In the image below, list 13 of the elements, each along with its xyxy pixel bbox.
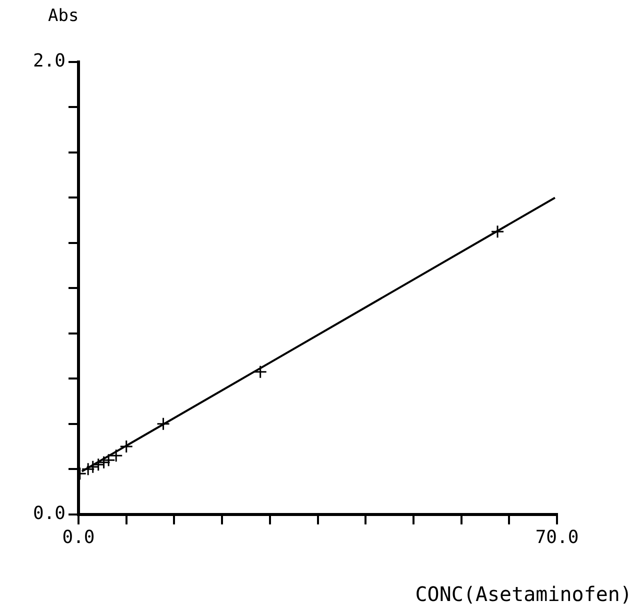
- point: [156, 417, 170, 431]
- point: [254, 365, 268, 379]
- point: [97, 456, 111, 470]
- x-axis-title: CONC(Asetaminofen): [415, 582, 632, 606]
- point: [120, 440, 134, 454]
- point: [92, 458, 106, 472]
- point: [490, 224, 504, 238]
- point: [109, 448, 123, 462]
- y-axis-title: Abs: [48, 6, 79, 26]
- point: [102, 453, 116, 467]
- point: [86, 460, 100, 474]
- x-tick-label: 70.0: [535, 526, 579, 548]
- y-tick-label: 2.0: [32, 50, 66, 72]
